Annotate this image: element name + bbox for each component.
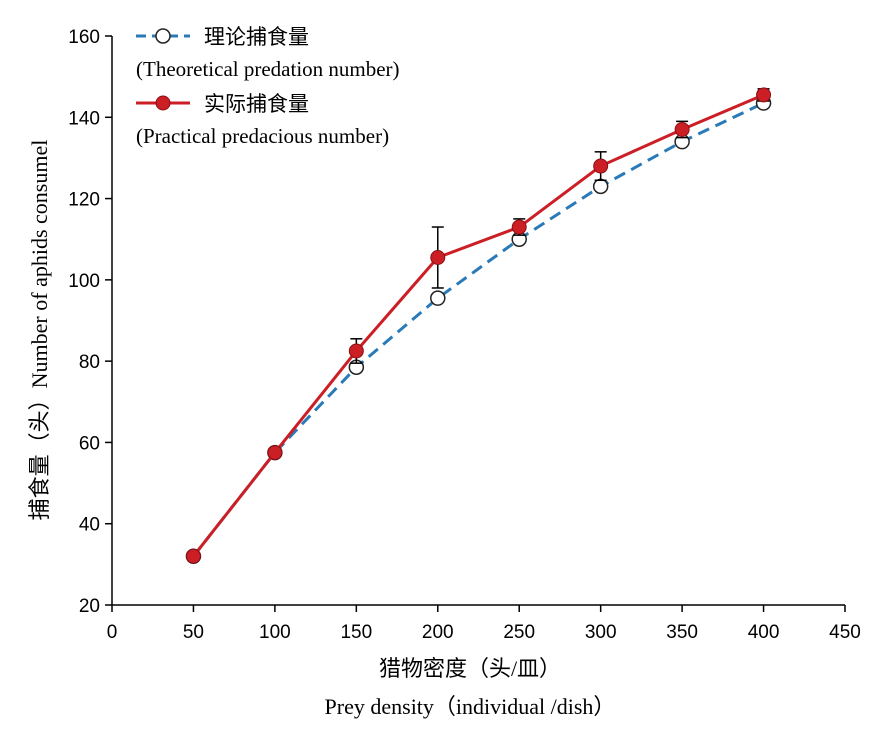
- y-tick-label: 140: [68, 108, 100, 129]
- y-tick-label: 40: [79, 515, 100, 536]
- theoretical-line: [192, 101, 765, 558]
- legend-practical-label-en: (Practical predacious number): [136, 124, 389, 148]
- axes: 20 40 60 80 100 120 140 160 0 50 100 150 200 250 300 35…: [68, 27, 861, 643]
- x-tick-label: 300: [585, 622, 617, 643]
- practical-point: [430, 250, 446, 266]
- practical-line: [192, 93, 765, 558]
- x-tick-label: 400: [748, 622, 780, 643]
- practical-point: [674, 121, 690, 137]
- y-tick-label: 80: [79, 352, 100, 373]
- y-axis-label: 捕食量（头）Number of aphids consumel: [27, 140, 52, 521]
- legend-theoretical-label: 理论捕食量: [204, 25, 309, 49]
- y-tick-label: 160: [68, 27, 100, 48]
- y-tick-label: 100: [68, 271, 100, 292]
- legend-theoretical-marker: [155, 28, 171, 44]
- x-tick-label: 150: [340, 622, 372, 643]
- x-tick-label: 350: [666, 622, 698, 643]
- x-tick-label: 100: [259, 622, 291, 643]
- theoretical-point: [430, 290, 446, 306]
- practical-point: [185, 548, 201, 564]
- theoretical-point: [592, 178, 609, 195]
- x-tick-label: 0: [107, 622, 118, 643]
- y-tick-label: 20: [79, 596, 100, 617]
- x-tick-label: 200: [422, 622, 454, 643]
- x-axis-label: 猎物密度（头/皿）: [379, 656, 561, 681]
- series-practical: [185, 87, 772, 564]
- series-theoretical: [185, 95, 772, 564]
- practical-point: [593, 158, 609, 174]
- practical-point: [267, 445, 283, 461]
- legend: 理论捕食量 (Theoretical predation number) 实际捕…: [136, 25, 400, 148]
- practical-point: [756, 87, 772, 103]
- x-tick-label: 50: [183, 622, 204, 643]
- legend-practical-marker: [155, 95, 171, 111]
- legend-practical-label: 实际捕食量: [204, 92, 309, 116]
- x-axis-label-en: Prey density（individual /dish）: [325, 694, 616, 719]
- legend-theoretical-label-en: (Theoretical predation number): [136, 57, 400, 81]
- practical-point: [511, 219, 527, 235]
- x-tick-label: 450: [829, 622, 861, 643]
- x-tick-label: 250: [503, 622, 535, 643]
- y-tick-label: 60: [79, 433, 100, 454]
- y-tick-label: 120: [68, 190, 100, 211]
- practical-point: [348, 343, 364, 359]
